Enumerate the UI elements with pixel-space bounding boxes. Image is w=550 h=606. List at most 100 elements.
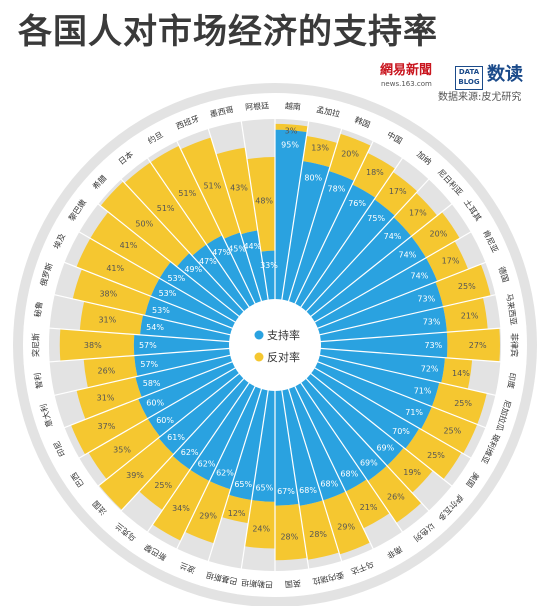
separator (236, 95, 272, 316)
label-cell (103, 136, 148, 180)
oppose-value-label: 21% (461, 312, 479, 321)
separator (200, 373, 267, 586)
label-cell (451, 458, 494, 503)
netease-news-logo: 網易新聞 (380, 63, 433, 78)
legend-background (229, 299, 321, 391)
label-cell (451, 187, 494, 232)
separator (283, 104, 350, 317)
oppose-value-label: 25% (427, 451, 445, 460)
support-bar (172, 366, 259, 470)
oppose-bar (79, 301, 144, 335)
separator (103, 366, 256, 531)
support-value-label: 70% (392, 427, 410, 436)
support-bar (140, 314, 246, 343)
oppose-value-label: 12% (228, 509, 246, 518)
support-value-label: 54% (146, 323, 164, 332)
separator (298, 187, 473, 327)
support-bar (283, 170, 355, 318)
oppose-bars (59, 123, 500, 561)
country-label: 德国 (497, 265, 511, 283)
label-cell (485, 252, 521, 295)
oppose-value-label: 51% (157, 204, 175, 213)
support-bar (295, 217, 412, 327)
datablog-logo-line2: BLOG (458, 78, 480, 86)
oppose-bar (393, 192, 438, 237)
separator (291, 136, 418, 321)
oppose-value-label: 3% (285, 127, 298, 136)
oppose-value-label: 14% (452, 369, 470, 378)
label-cell (470, 427, 510, 471)
separator (304, 346, 527, 365)
label-cell (77, 485, 122, 530)
support-value-label: 62% (216, 468, 234, 477)
oppose-bar (99, 437, 174, 510)
support-value-label: 47% (212, 248, 230, 257)
oppose-bar (299, 500, 340, 560)
label-cell (56, 187, 99, 232)
support-value-label: 73% (424, 341, 442, 350)
oppose-value-label: 28% (280, 532, 298, 541)
support-bar (176, 252, 255, 327)
oppose-value-label: 48% (255, 196, 273, 205)
support-bar (279, 373, 323, 506)
support-value-label: 67% (277, 487, 295, 496)
label-cell (40, 219, 80, 263)
support-bar (144, 296, 248, 339)
oppose-bar (441, 357, 473, 389)
country-label: 阿根廷 (245, 100, 270, 112)
oppose-bar (76, 376, 142, 420)
oppose-bar (83, 355, 138, 388)
oppose-value-label: 39% (126, 471, 144, 480)
label-cell (495, 288, 527, 329)
label-cell (77, 160, 122, 205)
label-cell (402, 510, 447, 554)
support-value-label: 58% (143, 379, 161, 388)
oppose-value-label: 20% (341, 150, 359, 159)
oppose-bar (139, 455, 190, 510)
separator (291, 369, 418, 554)
support-value-label: 57% (140, 360, 158, 369)
support-value-label: 53% (167, 274, 185, 283)
label-cell (485, 395, 521, 438)
support-value-label: 69% (360, 459, 378, 468)
support-bar (228, 373, 271, 500)
label-cell (341, 104, 385, 142)
oppose-bar (302, 136, 338, 168)
separator (165, 371, 263, 573)
support-value-label: 62% (181, 448, 199, 457)
separator (200, 104, 267, 317)
label-cell (237, 568, 275, 597)
separator (304, 288, 521, 339)
oppose-value-label: 20% (430, 230, 448, 239)
oppose-bar (425, 241, 469, 282)
oppose-bar (76, 238, 160, 297)
separators (23, 93, 527, 597)
label-cell (402, 136, 447, 180)
support-value-label: 68% (340, 470, 358, 479)
oppose-value-label: 26% (98, 366, 116, 375)
separator (77, 187, 252, 327)
separator (302, 355, 510, 438)
support-value-label: 69% (376, 443, 394, 452)
label-cell (275, 93, 313, 122)
label-cell (133, 117, 177, 159)
oppose-value-label: 31% (98, 316, 116, 325)
support-bar (300, 257, 438, 335)
label-ring (22, 93, 528, 597)
support-bar (302, 351, 440, 407)
support-value-label: 65% (255, 483, 273, 492)
support-value-label: 60% (146, 399, 164, 408)
oppose-bar (328, 133, 371, 181)
support-bar (138, 355, 250, 419)
chart-title: 各国人对市场经济的支持率 (18, 12, 438, 52)
oppose-bar (180, 137, 241, 239)
oppose-value-label: 38% (99, 290, 117, 299)
country-label: 智利 (32, 372, 44, 389)
separator (304, 325, 527, 344)
separator (56, 359, 250, 472)
oppose-value-label: 25% (154, 481, 172, 490)
support-bar (300, 355, 432, 430)
oppose-value-label: 41% (106, 264, 124, 273)
oppose-value-label: 21% (360, 503, 378, 512)
